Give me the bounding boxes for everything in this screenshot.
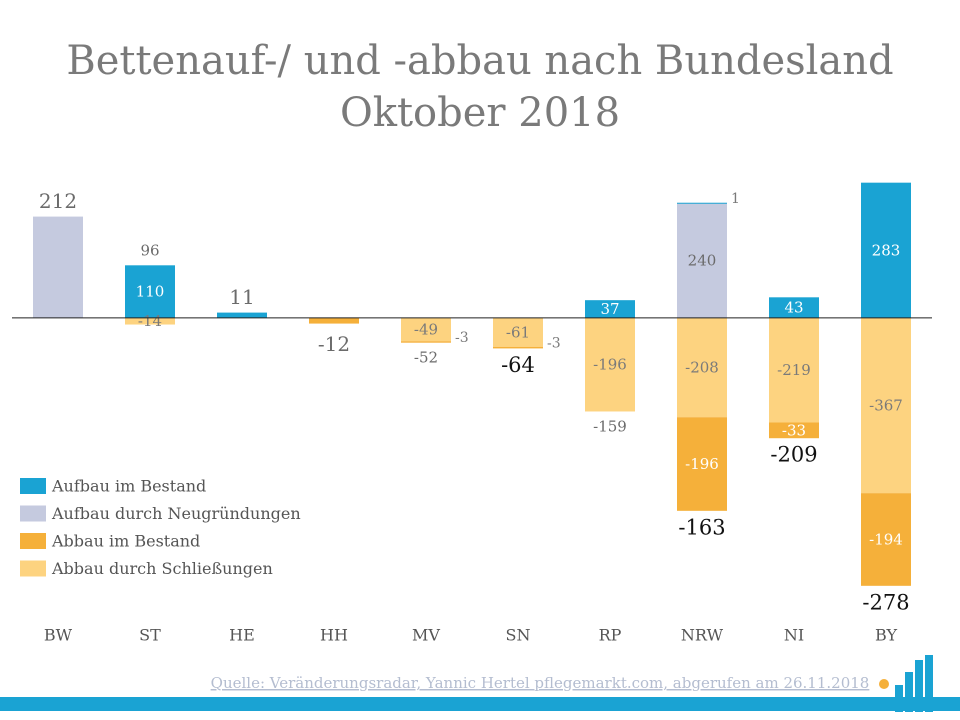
bar-segment [677,417,727,511]
legend-label: Abbau im Bestand [51,532,200,551]
value-label: -61 [506,323,530,341]
x-tick-label: BY [875,626,897,645]
chart-title: Bettenauf-/ und -abbau nach Bundesland [66,38,893,84]
bar-segment [401,341,451,343]
bar-segment [769,297,819,318]
total-label: -12 [318,332,350,356]
total-label: -209 [770,443,817,467]
bar-segment [585,317,635,412]
bar-segment [769,317,819,423]
bar-segment [585,300,635,318]
value-label: -14 [138,312,162,330]
source: Quelle: Veränderungsradar, Yannic Hertel… [211,674,870,692]
x-tick-label: RP [599,626,622,645]
bar-segment [861,317,911,494]
x-tick-label: BW [44,626,73,645]
legend-label: Aufbau im Bestand [51,477,206,496]
value-label: -367 [869,397,903,415]
bar-segment [125,317,175,325]
legend-label: Aufbau durch Neugründungen [51,504,301,523]
bar-segment [677,203,727,318]
legend-label: Abbau durch Schließungen [51,559,273,578]
x-tick-label: MV [412,626,440,645]
x-tick-label: HH [320,626,348,645]
logo [879,655,933,712]
value-label: -196 [685,455,719,473]
value-label: 240 [688,252,717,270]
bar-segment [677,202,727,204]
bar-segment [769,422,819,439]
value-label: -3 [547,336,561,352]
total-label: -278 [862,590,909,614]
legend-swatch [20,533,46,549]
total-label: 11 [229,285,254,309]
bar-segment [861,493,911,586]
total-label: -159 [593,417,627,435]
bar-segment [493,317,543,347]
total-label: 212 [39,189,77,213]
bar-segment [677,317,727,418]
bar-segment [493,346,543,349]
bar-segment [217,312,267,318]
value-label: 43 [784,299,803,317]
value-label: 1 [731,191,740,207]
total-label: 96 [140,241,159,259]
value-label: -219 [777,361,811,379]
bar-segment [33,216,83,318]
bar-segment [125,265,175,318]
value-label: -3 [455,330,469,346]
value-label: 37 [600,300,619,318]
x-tick-label: NRW [681,626,724,645]
x-tick-label: NI [784,626,804,645]
bar-segment [401,317,451,342]
legend-swatch [20,505,46,522]
value-label: -194 [869,530,903,548]
chart-subtitle: Oktober 2018 [340,90,620,136]
legend-swatch [20,560,46,577]
total-label: -163 [678,515,725,539]
value-label: -33 [782,421,806,439]
total-label: -52 [414,349,438,367]
footer-band [0,697,960,711]
value-label: -196 [593,356,627,374]
value-label: 110 [136,283,165,301]
value-label: 283 [872,241,901,259]
x-tick-label: SN [506,626,531,645]
x-tick-label: ST [139,626,161,645]
bar-segment [309,317,359,324]
value-label: -208 [685,359,719,377]
value-label: -49 [414,321,438,339]
total-label: -64 [501,353,535,377]
x-tick-label: HE [229,626,255,645]
bar-segment [861,182,911,318]
legend-swatch [20,478,46,494]
